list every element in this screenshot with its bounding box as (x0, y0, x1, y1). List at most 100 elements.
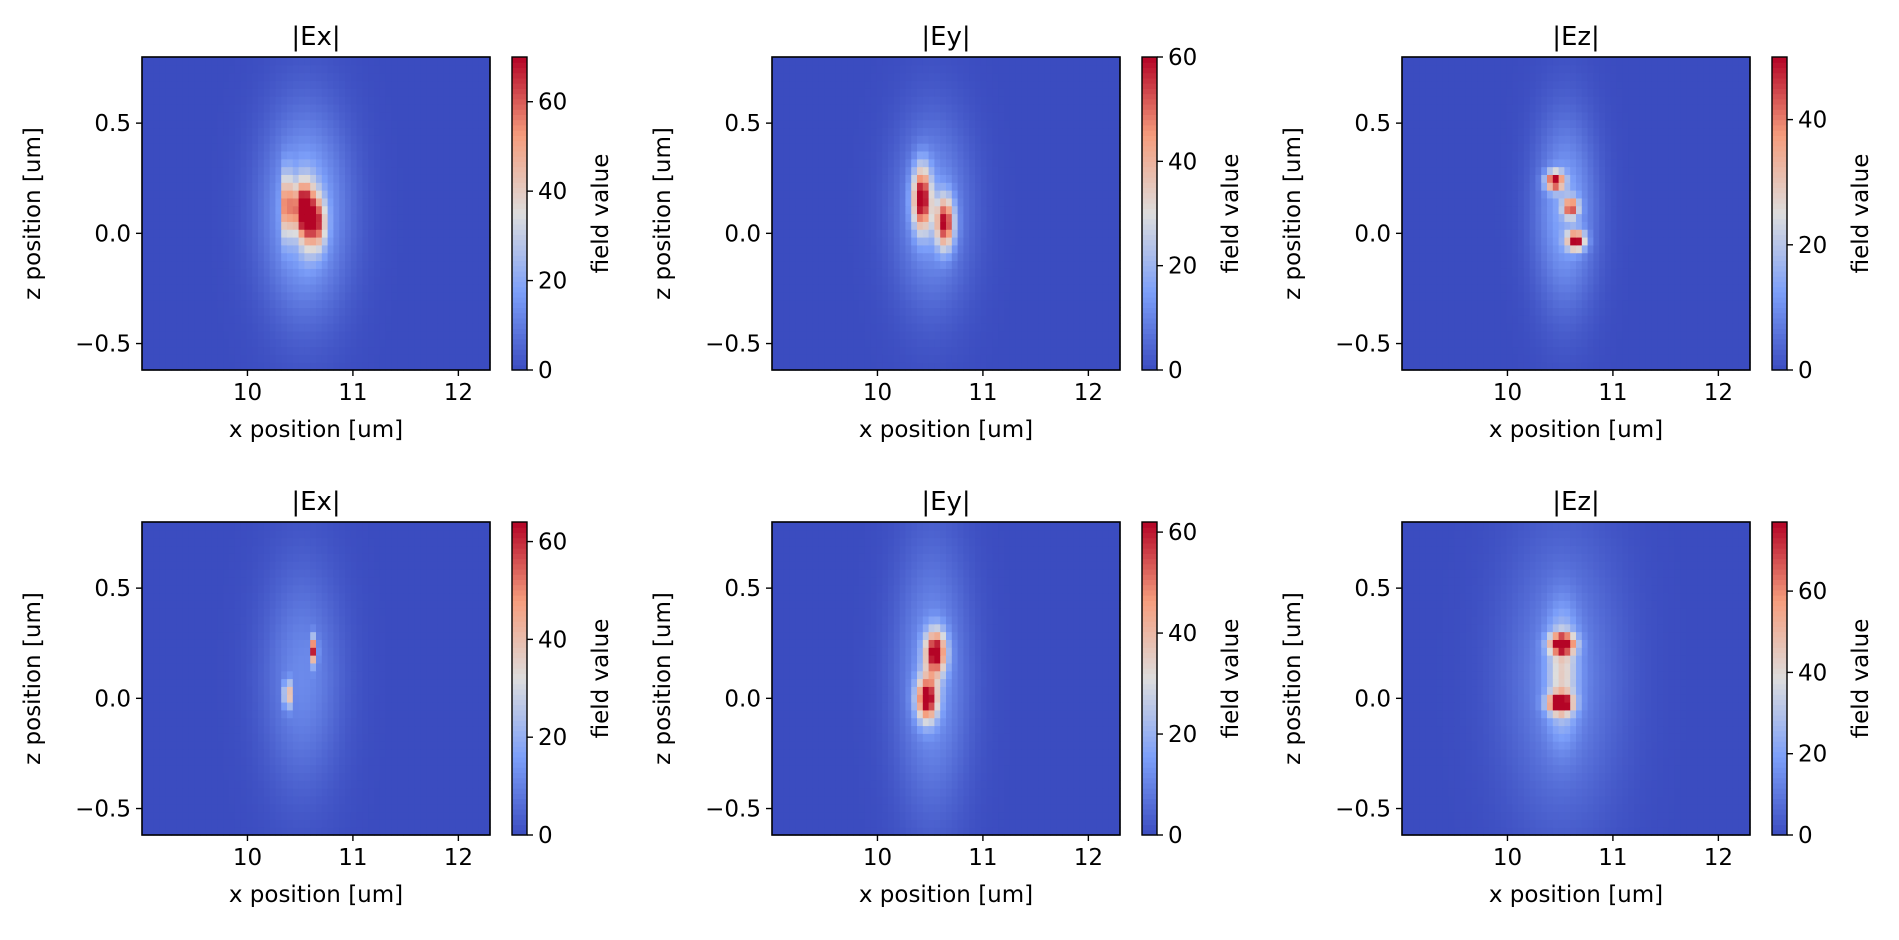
heatmap-cell (327, 291, 334, 301)
heatmap-cell (1009, 72, 1017, 82)
heatmap-cell (864, 197, 872, 207)
heatmap-cell (472, 323, 479, 332)
heatmap-cell (281, 57, 288, 66)
heatmap-cell (263, 88, 271, 97)
heatmap-cell (1044, 338, 1051, 348)
heatmap-cell (841, 205, 848, 215)
heatmap-cell (951, 213, 959, 222)
heatmap-cell (1004, 221, 1011, 230)
heatmap-cell (789, 57, 796, 66)
heatmap-cell (321, 135, 329, 144)
heatmap-cell (893, 244, 901, 254)
heatmap-cell (1033, 166, 1040, 175)
heatmap-cell (870, 80, 877, 89)
heatmap-cell (223, 307, 230, 316)
heatmap-cell (1004, 174, 1011, 183)
heatmap-cell (414, 221, 421, 230)
heatmap-cell (882, 299, 889, 308)
heatmap-cell (379, 268, 387, 277)
heatmap-cell (403, 299, 410, 308)
heatmap-cell (246, 80, 253, 89)
heatmap-cell (870, 213, 877, 222)
heatmap-cell (345, 323, 352, 332)
heatmap-cell (281, 150, 288, 160)
heatmap-cell (205, 268, 213, 277)
heatmap-cell (356, 57, 363, 66)
heatmap-cell (940, 260, 947, 269)
heatmap-cell (882, 135, 889, 144)
heatmap-cell (223, 299, 230, 308)
heatmap-cell (992, 205, 999, 215)
heatmap-cell (229, 96, 236, 105)
heatmap-cell (1004, 119, 1011, 129)
heatmap-cell (1067, 236, 1075, 246)
heatmap-cell (345, 291, 352, 301)
heatmap-cell (414, 150, 421, 160)
heatmap-cell (801, 307, 808, 316)
heatmap-cell (461, 283, 468, 293)
heatmap-cell (777, 197, 785, 207)
heatmap-cell (379, 135, 387, 144)
heatmap-cell (917, 190, 924, 199)
heatmap-cell (870, 276, 877, 285)
heatmap-cell (812, 88, 819, 97)
heatmap-cell (240, 64, 247, 74)
heatmap-cell (876, 299, 883, 308)
heatmap-cell (980, 72, 988, 82)
heatmap-cell (812, 80, 819, 89)
heatmap-cell (188, 323, 195, 332)
heatmap-cell (455, 88, 462, 97)
heatmap-cell (986, 174, 993, 183)
heatmap-cell (269, 260, 276, 269)
heatmap-cell (1096, 307, 1104, 316)
heatmap-cell (350, 182, 358, 191)
heatmap-cell (853, 64, 860, 74)
heatmap-cell (147, 174, 155, 183)
heatmap-cell (835, 338, 843, 348)
heatmap-cell (998, 143, 1005, 152)
heatmap-cell (449, 119, 456, 129)
heatmap-cell (379, 103, 387, 113)
heatmap-cell (432, 158, 439, 168)
heatmap-cell (484, 197, 491, 207)
heatmap-cell (888, 213, 895, 222)
colorbar-tick-label: 60 (1168, 45, 1197, 71)
heatmap-cell (998, 307, 1005, 316)
heatmap-cell (345, 174, 352, 183)
heatmap-cell (455, 315, 462, 324)
heatmap-cell (403, 229, 410, 238)
heatmap-cell (1033, 64, 1040, 74)
heatmap-cell (864, 135, 872, 144)
heatmap-cell (917, 229, 924, 238)
heatmap-cell (461, 80, 468, 89)
heatmap-cell (339, 276, 346, 285)
heatmap-cell (841, 197, 848, 207)
heatmap-cell (455, 80, 462, 89)
heatmap-cell (327, 315, 334, 324)
heatmap-cell (350, 64, 358, 74)
colorbar-segment (512, 176, 527, 183)
heatmap-cell (316, 166, 323, 175)
heatmap-cell (841, 244, 848, 254)
heatmap-cell (853, 96, 860, 105)
heatmap-cell (391, 338, 398, 348)
heatmap-cell (998, 260, 1005, 269)
heatmap-cell (426, 268, 433, 277)
heatmap-cell (142, 57, 149, 66)
heatmap-cell (922, 244, 930, 254)
heatmap-cell (888, 103, 895, 113)
heatmap-cell (449, 291, 456, 301)
heatmap-cell (934, 88, 941, 97)
heatmap-cell (783, 166, 790, 175)
heatmap-cell (368, 158, 375, 168)
heatmap-cell (176, 276, 184, 285)
heatmap-cell (223, 283, 230, 293)
heatmap-cell (258, 244, 265, 254)
heatmap-cell (969, 315, 976, 324)
heatmap-cell (1056, 205, 1063, 215)
heatmap-cell (940, 111, 947, 121)
heatmap-cell (963, 127, 970, 136)
heatmap-cell (368, 244, 375, 254)
heatmap-cell (234, 197, 242, 207)
heatmap-cell (992, 252, 999, 262)
